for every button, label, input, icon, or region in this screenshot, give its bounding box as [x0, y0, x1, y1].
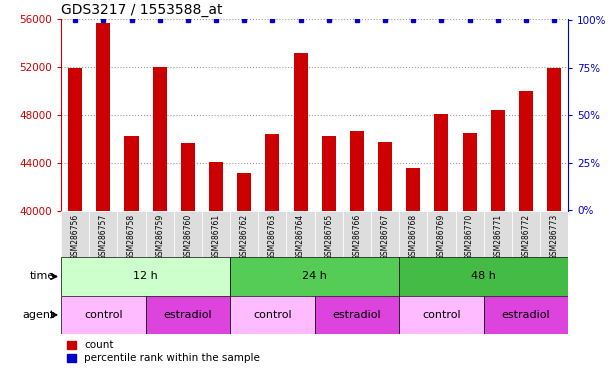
Text: GSM286771: GSM286771 — [493, 214, 502, 260]
Bar — [484, 296, 568, 334]
Bar — [61, 211, 89, 257]
Text: time: time — [30, 271, 55, 281]
Bar — [287, 211, 315, 257]
Text: estradiol: estradiol — [332, 310, 381, 320]
Bar — [230, 257, 399, 296]
Bar — [547, 68, 561, 211]
Bar — [434, 114, 448, 211]
Bar — [125, 136, 139, 211]
Bar — [343, 211, 371, 257]
Bar — [68, 68, 82, 211]
Bar — [315, 211, 343, 257]
Text: estradiol: estradiol — [502, 310, 551, 320]
Text: 24 h: 24 h — [302, 271, 327, 281]
Bar — [540, 211, 568, 257]
Bar — [258, 211, 287, 257]
Text: agent: agent — [23, 310, 55, 320]
Text: GSM286769: GSM286769 — [437, 214, 446, 260]
Text: control: control — [84, 310, 123, 320]
Bar — [145, 296, 230, 334]
Bar — [89, 211, 117, 257]
Bar — [399, 211, 427, 257]
Text: GSM286759: GSM286759 — [155, 214, 164, 260]
Bar — [61, 296, 145, 334]
Bar — [399, 296, 484, 334]
Text: GSM286770: GSM286770 — [465, 214, 474, 260]
Bar — [519, 91, 533, 211]
Bar — [484, 211, 512, 257]
Bar — [153, 67, 167, 211]
Bar — [491, 111, 505, 211]
Bar — [463, 133, 477, 211]
Bar — [512, 211, 540, 257]
Bar — [174, 211, 202, 257]
Text: 48 h: 48 h — [471, 271, 496, 281]
Bar — [315, 296, 399, 334]
Bar — [230, 211, 258, 257]
Text: GSM286763: GSM286763 — [268, 214, 277, 260]
Text: GSM286762: GSM286762 — [240, 214, 249, 260]
Text: GSM286766: GSM286766 — [353, 214, 362, 260]
Bar — [237, 173, 251, 211]
Bar — [202, 211, 230, 257]
Bar — [230, 296, 315, 334]
Text: GSM286761: GSM286761 — [211, 214, 221, 260]
Bar — [456, 211, 484, 257]
Text: GDS3217 / 1553588_at: GDS3217 / 1553588_at — [61, 3, 222, 17]
Bar — [117, 211, 145, 257]
Bar — [61, 257, 230, 296]
Bar — [371, 211, 399, 257]
Text: GSM286768: GSM286768 — [409, 214, 418, 260]
Bar — [145, 211, 174, 257]
Bar — [378, 142, 392, 211]
Text: GSM286767: GSM286767 — [381, 214, 390, 260]
Text: GSM286760: GSM286760 — [183, 214, 192, 260]
Text: GSM286772: GSM286772 — [521, 214, 530, 260]
Text: GSM286757: GSM286757 — [99, 214, 108, 260]
Text: GSM286764: GSM286764 — [296, 214, 305, 260]
Bar — [181, 143, 195, 211]
Bar — [265, 134, 279, 211]
Bar — [97, 23, 111, 211]
Bar — [350, 131, 364, 211]
Bar — [209, 162, 223, 211]
Text: control: control — [422, 310, 461, 320]
Text: estradiol: estradiol — [164, 310, 212, 320]
Text: GSM286773: GSM286773 — [550, 214, 558, 260]
Bar — [293, 53, 307, 211]
Text: 12 h: 12 h — [133, 271, 158, 281]
Text: GSM286765: GSM286765 — [324, 214, 333, 260]
Bar — [322, 136, 336, 211]
Text: control: control — [253, 310, 291, 320]
Bar — [399, 257, 568, 296]
Bar — [406, 168, 420, 211]
Text: GSM286756: GSM286756 — [71, 214, 79, 260]
Text: GSM286758: GSM286758 — [127, 214, 136, 260]
Bar — [427, 211, 456, 257]
Legend: count, percentile rank within the sample: count, percentile rank within the sample — [67, 339, 261, 364]
